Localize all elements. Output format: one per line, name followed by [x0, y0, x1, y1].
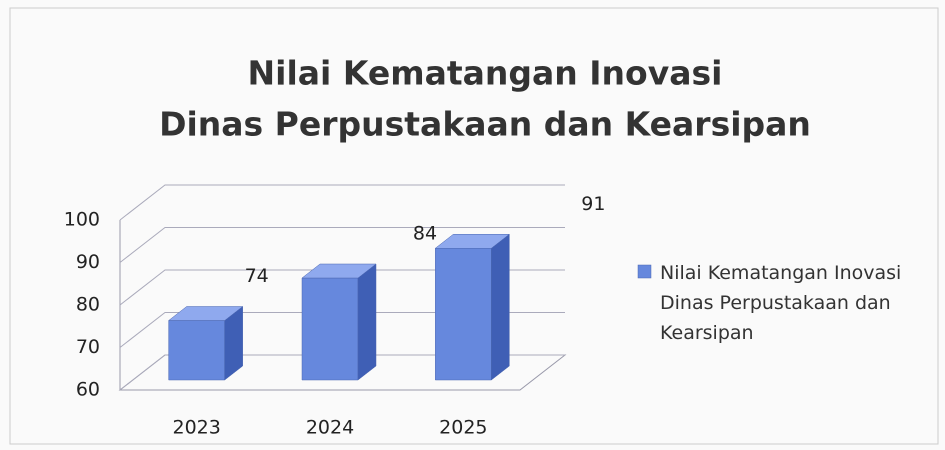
- bar-front: [168, 320, 225, 381]
- chart-border: [9, 7, 939, 445]
- legend-swatch: [637, 264, 652, 279]
- bar: [301, 263, 377, 381]
- grid-line: [119, 227, 565, 263]
- grid-line: [119, 269, 565, 306]
- grid-line: [119, 354, 565, 391]
- grid-line: [119, 184, 565, 221]
- x-tick-label: 2025: [439, 417, 487, 439]
- legend-label: Nilai Kematangan Inovasi Dinas Perpustak…: [660, 262, 902, 344]
- bar-side: [491, 233, 510, 381]
- bar: [434, 233, 511, 381]
- data-label: 84: [413, 223, 437, 245]
- y-tick-label: 90: [76, 251, 100, 273]
- bar-front: [301, 277, 359, 381]
- chart-subtitle: Dinas Perpustakaan dan Kearsipan: [159, 105, 811, 144]
- x-tick-label: 2024: [306, 417, 354, 439]
- bar-top: [434, 234, 511, 249]
- grid-line: [119, 312, 565, 348]
- bar: [167, 305, 244, 381]
- chart-title: Nilai Kematangan Inovasi: [248, 54, 723, 93]
- bar-side: [357, 263, 377, 381]
- x-tick-label: 2023: [172, 417, 220, 439]
- bar-top: [167, 306, 244, 321]
- y-tick-label: 80: [76, 294, 100, 316]
- data-label: 74: [245, 265, 269, 287]
- bar-top: [301, 263, 377, 279]
- data-label: 91: [581, 193, 605, 215]
- bar-front: [435, 248, 492, 381]
- y-tick-label: 60: [76, 379, 100, 401]
- y-tick-label: 70: [76, 336, 100, 358]
- y-tick-label: 100: [64, 209, 100, 231]
